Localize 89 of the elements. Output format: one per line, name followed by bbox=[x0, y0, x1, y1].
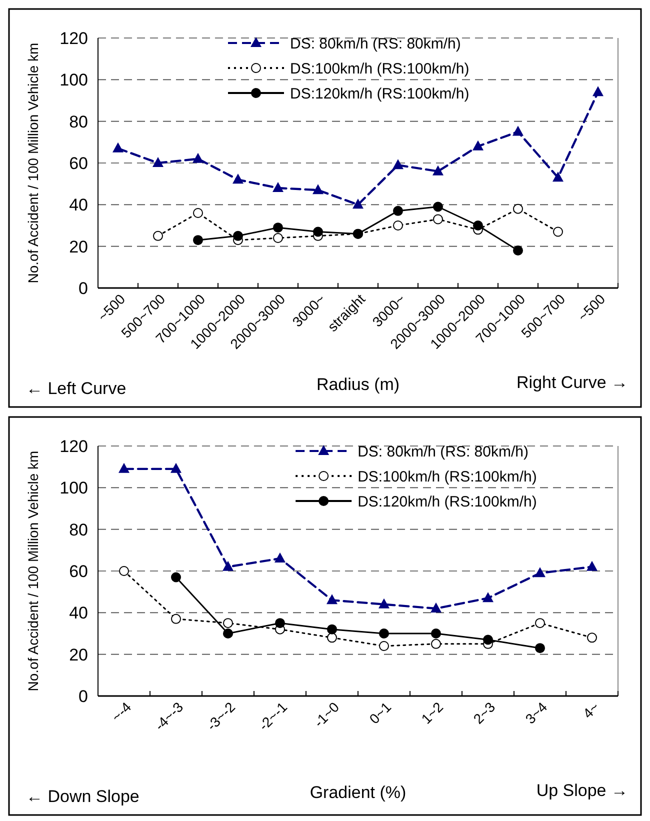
point bbox=[513, 204, 523, 214]
point bbox=[170, 462, 182, 473]
y-tick-label: 120 bbox=[60, 28, 88, 48]
y-tick-label: 20 bbox=[69, 237, 88, 256]
point bbox=[552, 172, 564, 182]
y-tick-label: 40 bbox=[69, 604, 88, 623]
x-axis-title: Radius (m) bbox=[316, 375, 400, 394]
text: Right Curve → bbox=[516, 373, 628, 392]
point bbox=[393, 206, 403, 216]
y-tick-label: 60 bbox=[69, 562, 88, 581]
point bbox=[379, 641, 389, 651]
point bbox=[432, 165, 444, 176]
point bbox=[431, 628, 441, 638]
point bbox=[171, 614, 181, 624]
point bbox=[352, 198, 364, 209]
point bbox=[232, 174, 244, 184]
legend-label: DS:100km/h (RS:100km/h) bbox=[358, 468, 537, 486]
point bbox=[193, 208, 203, 218]
y-tick-label: 100 bbox=[60, 70, 88, 90]
y-tick-label: 0 bbox=[78, 278, 88, 298]
point bbox=[313, 226, 323, 237]
point bbox=[119, 566, 129, 576]
point bbox=[233, 230, 243, 241]
x-tick-label: 1~2 bbox=[418, 698, 446, 727]
y-tick-label: 0 bbox=[78, 686, 88, 706]
text: Up Slope → bbox=[536, 781, 628, 800]
point bbox=[274, 552, 286, 562]
point bbox=[393, 220, 403, 230]
point bbox=[535, 618, 545, 628]
point bbox=[431, 638, 441, 649]
y-tick-label: 20 bbox=[69, 645, 88, 664]
point bbox=[535, 643, 545, 654]
y-axis-title: No.of Accident / 100 Million Vehicle km bbox=[25, 450, 41, 692]
y-axis-title: No.of Accident / 100 Million Vehicle km bbox=[25, 42, 41, 284]
y-tick-label: 40 bbox=[69, 196, 88, 215]
legend-label: DS: 80km/h (RS: 80km/h) bbox=[358, 443, 528, 460]
x-tick-label: 2~3 bbox=[470, 698, 498, 727]
point bbox=[592, 86, 604, 96]
point bbox=[392, 159, 404, 170]
point bbox=[327, 632, 337, 643]
point bbox=[587, 632, 597, 643]
point bbox=[223, 628, 233, 638]
point bbox=[275, 618, 285, 628]
point bbox=[433, 214, 443, 224]
y-tick-label: 60 bbox=[69, 154, 88, 173]
point bbox=[192, 152, 204, 163]
point bbox=[171, 572, 181, 582]
point bbox=[379, 628, 389, 638]
point bbox=[273, 222, 283, 233]
y-tick-label: 120 bbox=[60, 436, 88, 456]
point bbox=[586, 560, 598, 571]
point bbox=[327, 624, 337, 634]
point bbox=[473, 220, 483, 230]
point bbox=[326, 594, 338, 604]
y-tick-label: 80 bbox=[69, 520, 88, 540]
x-tick-label: -1~0 bbox=[310, 698, 342, 730]
point bbox=[472, 140, 484, 150]
point bbox=[312, 184, 324, 194]
legend-label: DS:100km/h (RS:100km/h) bbox=[290, 60, 470, 78]
text: ← Down Slope bbox=[26, 787, 140, 806]
point bbox=[272, 182, 284, 192]
text: ← Left Curve bbox=[26, 379, 126, 398]
x-tick-label: 0~1 bbox=[366, 698, 394, 727]
point bbox=[378, 598, 390, 608]
point bbox=[512, 126, 524, 136]
point bbox=[534, 567, 546, 578]
point bbox=[513, 246, 523, 256]
legend-label: DS:120km/h (RS:100km/h) bbox=[290, 85, 470, 102]
x-axis-title: Gradient (%) bbox=[310, 783, 406, 802]
point bbox=[430, 602, 442, 612]
point bbox=[153, 230, 163, 241]
legend-label: DS:120km/h (RS:100km/h) bbox=[358, 493, 537, 510]
point bbox=[223, 618, 233, 628]
point bbox=[482, 592, 494, 602]
point bbox=[112, 142, 124, 152]
point bbox=[433, 202, 443, 212]
point bbox=[273, 233, 283, 243]
x-tick-label: ~-4 bbox=[108, 698, 134, 725]
point bbox=[222, 560, 234, 571]
point bbox=[152, 157, 164, 167]
legend-label: DS: 80km/h (RS: 80km/h) bbox=[290, 35, 461, 52]
x-tick-label: 3~4 bbox=[522, 698, 550, 727]
y-tick-label: 80 bbox=[69, 112, 88, 132]
point bbox=[483, 634, 493, 645]
y-tick-label: 100 bbox=[60, 478, 88, 498]
point bbox=[193, 235, 203, 246]
point bbox=[118, 462, 130, 473]
point bbox=[553, 226, 563, 237]
x-tick-label: 4~ bbox=[580, 698, 602, 722]
